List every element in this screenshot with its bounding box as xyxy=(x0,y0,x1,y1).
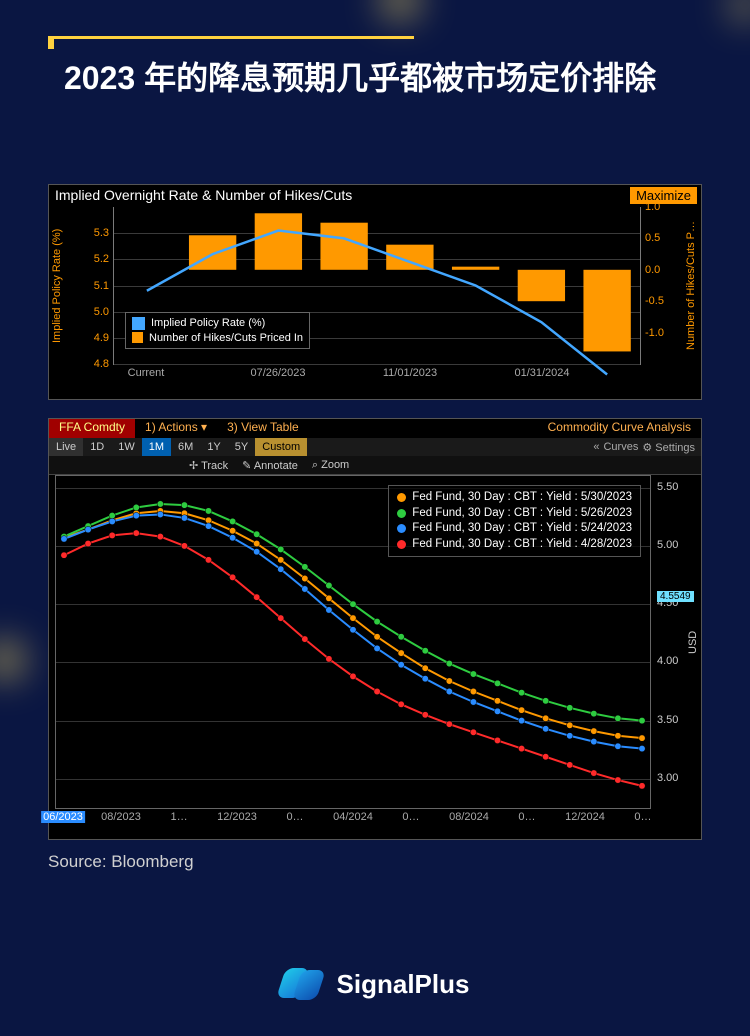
view-table-button[interactable]: 3) View Table xyxy=(217,419,309,438)
accent-rule xyxy=(48,36,414,49)
chart2-toolbar: ✢ Track ✎ Annotate ⌕ Zoom xyxy=(49,456,701,475)
chart-implied-rate: Implied Overnight Rate & Number of Hikes… xyxy=(48,184,702,400)
maximize-button[interactable]: Maximize xyxy=(630,187,697,204)
chart1-legend: Implied Policy Rate (%) Number of Hikes/… xyxy=(125,312,310,349)
range-button-live[interactable]: Live xyxy=(49,438,83,456)
legend-label: Fed Fund, 30 Day : CBT : Yield : 4/28/20… xyxy=(412,537,632,553)
legend-dot xyxy=(397,509,406,518)
footer: SignalPlus xyxy=(0,968,750,1000)
bloomberg-titlebar: FFA Comdty 1) Actions ▾ 3) View Table Co… xyxy=(49,419,701,439)
range-button-custom[interactable]: Custom xyxy=(255,438,307,456)
chart1-y-right-label: Number of Hikes/Cuts P… xyxy=(685,207,699,365)
chart-fed-fund-curves: FFA Comdty 1) Actions ▾ 3) View Table Co… xyxy=(48,418,702,840)
chart1-title: Implied Overnight Rate & Number of Hikes… xyxy=(55,187,352,203)
range-bar: Live1D1W1M6M1Y5YCustom « Curves ⚙ Settin… xyxy=(49,438,701,457)
track-button[interactable]: ✢ Track xyxy=(189,459,228,472)
legend-label: Fed Fund, 30 Day : CBT : Yield : 5/30/20… xyxy=(412,490,632,506)
symbol-chip[interactable]: FFA Comdty xyxy=(49,419,135,438)
legend-swatch-line xyxy=(132,317,145,330)
range-button-1w[interactable]: 1W xyxy=(111,438,142,456)
legend-label: Number of Hikes/Cuts Priced In xyxy=(149,331,303,345)
chart1-x-ticks: Current07/26/202311/01/202301/31/2024 xyxy=(113,367,641,395)
chart1-y-left-label: Implied Policy Rate (%) xyxy=(51,207,65,365)
panel-title: Commodity Curve Analysis xyxy=(538,419,701,438)
brand-name: SignalPlus xyxy=(337,969,470,1000)
range-button-1d[interactable]: 1D xyxy=(83,438,111,456)
curves-button[interactable]: Curves xyxy=(603,441,638,453)
legend-swatch-bar xyxy=(132,332,143,343)
page-title: 2023 年的降息预期几乎都被市场定价排除 xyxy=(64,57,702,100)
scroll-left-icon[interactable]: « xyxy=(593,441,599,453)
legend-dot xyxy=(397,524,406,533)
annotate-button[interactable]: ✎ Annotate xyxy=(242,459,298,472)
settings-button[interactable]: ⚙ Settings xyxy=(642,441,695,454)
range-button-5y[interactable]: 5Y xyxy=(228,438,255,456)
page-header: 2023 年的降息预期几乎都被市场定价排除 xyxy=(48,36,702,100)
chart2-y-label: USD xyxy=(687,475,701,809)
legend-label: Fed Fund, 30 Day : CBT : Yield : 5/24/20… xyxy=(412,521,632,537)
range-button-6m[interactable]: 6M xyxy=(171,438,200,456)
chart2-x-ticks: 06/202308/20231…12/20230…04/20240…08/202… xyxy=(55,811,651,831)
legend-dot xyxy=(397,540,406,549)
zoom-button[interactable]: ⌕ Zoom xyxy=(312,459,349,472)
actions-menu[interactable]: 1) Actions ▾ xyxy=(135,419,217,438)
chart1-y-left-ticks: 5.35.25.15.04.94.8 xyxy=(71,207,111,365)
chart1-y-right-ticks: 1.00.50.0-0.5-1.0 xyxy=(643,207,679,365)
legend-dot xyxy=(397,493,406,502)
chart2-legend: Fed Fund, 30 Day : CBT : Yield : 5/30/20… xyxy=(388,485,641,557)
source-attribution: Source: Bloomberg xyxy=(48,852,194,872)
range-button-1y[interactable]: 1Y xyxy=(200,438,227,456)
legend-label: Fed Fund, 30 Day : CBT : Yield : 5/26/20… xyxy=(412,506,632,522)
legend-label: Implied Policy Rate (%) xyxy=(151,316,265,330)
range-button-1m[interactable]: 1M xyxy=(142,438,171,456)
signalplus-logo-icon xyxy=(281,968,325,1000)
